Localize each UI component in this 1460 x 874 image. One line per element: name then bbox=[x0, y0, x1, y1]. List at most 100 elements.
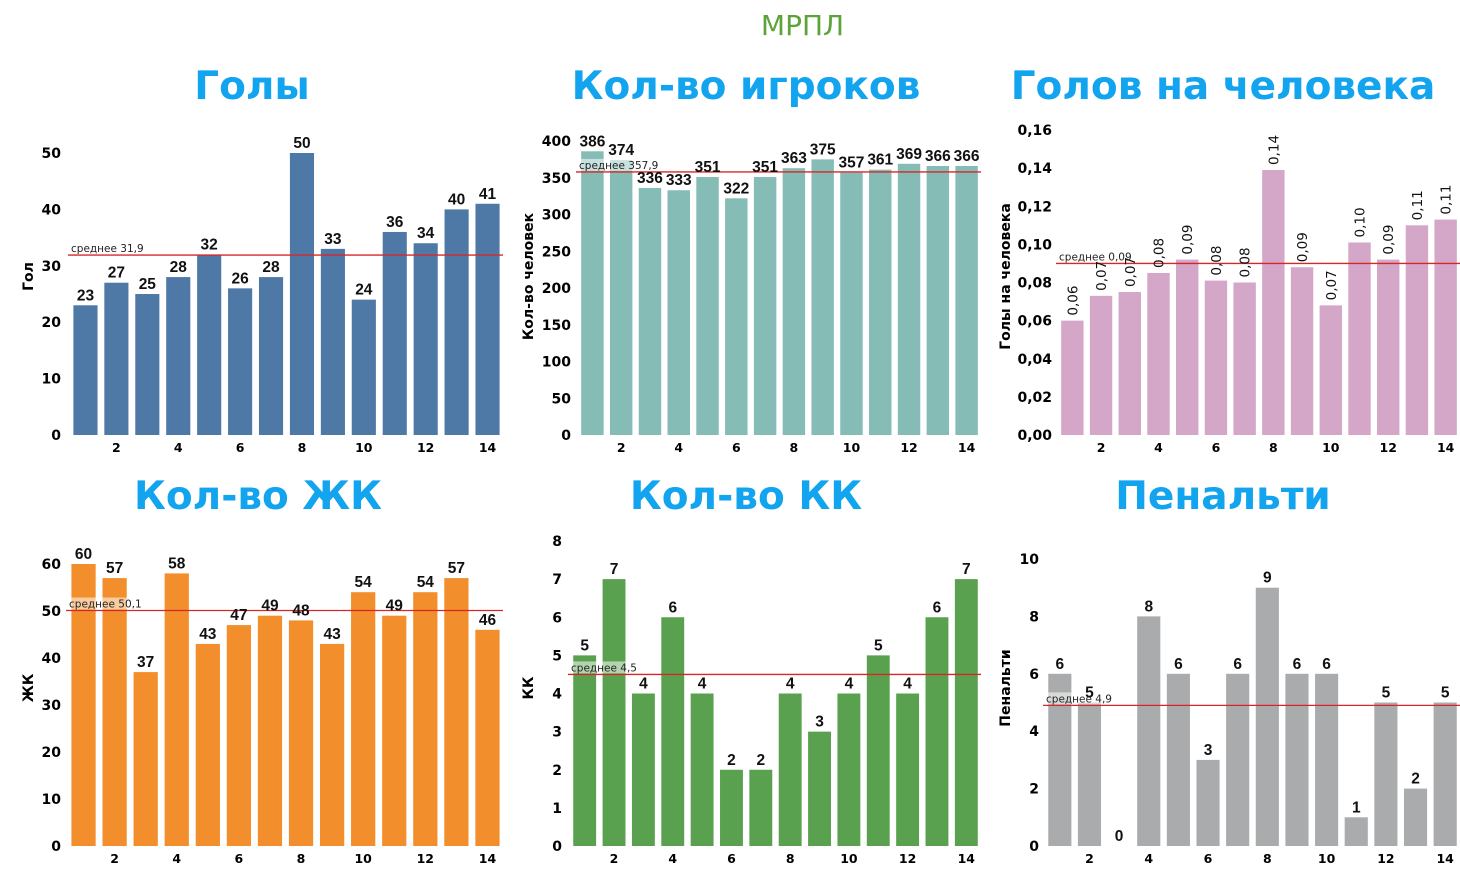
y-tick-label: 8 bbox=[1029, 609, 1039, 625]
bar bbox=[164, 573, 189, 846]
y-tick-label: 1 bbox=[552, 801, 562, 817]
y-tick-label: 50 bbox=[42, 146, 62, 162]
mean-label-bg bbox=[578, 158, 640, 171]
bar bbox=[840, 172, 863, 436]
bar-value-label: 23 bbox=[77, 287, 95, 304]
bar bbox=[667, 190, 690, 435]
bar-value-label: 9 bbox=[1263, 570, 1272, 587]
bar-value-label: 0,09 bbox=[1180, 225, 1196, 255]
bar bbox=[1255, 587, 1279, 846]
y-tick-label: 2 bbox=[552, 763, 562, 779]
bar-value-label: 363 bbox=[781, 150, 807, 167]
mean-label: среднее 50,1 bbox=[69, 599, 142, 611]
mean-label-bg bbox=[1058, 250, 1120, 263]
bar-value-label: 28 bbox=[170, 259, 188, 276]
bar-value-label: 0,08 bbox=[1238, 247, 1254, 277]
bar bbox=[351, 299, 376, 435]
y-axis-label: Гол bbox=[21, 262, 37, 291]
bar-value-label: 336 bbox=[637, 170, 663, 187]
bar bbox=[837, 693, 861, 846]
x-tick-label: 4 bbox=[674, 440, 683, 455]
y-tick-label: 0,16 bbox=[1017, 123, 1052, 139]
bar-value-label: 0,08 bbox=[1209, 246, 1225, 276]
x-tick-label: 6 bbox=[236, 440, 245, 455]
mean-label: среднее 4,5 bbox=[571, 662, 637, 674]
chart-title: Пенальти bbox=[1115, 474, 1331, 519]
bar-value-label: 58 bbox=[168, 555, 186, 572]
bar-value-label: 3 bbox=[815, 714, 824, 731]
bar-value-label: 28 bbox=[262, 259, 280, 276]
bar-value-label: 54 bbox=[355, 574, 373, 591]
y-tick-label: 5 bbox=[552, 648, 562, 664]
x-tick-label: 12 bbox=[1377, 851, 1394, 866]
x-tick-label: 8 bbox=[297, 851, 306, 866]
bar-value-label: 6 bbox=[668, 599, 677, 616]
y-tick-label: 20 bbox=[42, 315, 62, 331]
bar-value-label: 3 bbox=[1204, 742, 1213, 759]
chart-svg: Кол-во игроков Кол-во человек 0 50 100 150 200… bbox=[521, 64, 981, 455]
y-tick-label: 6 bbox=[1029, 667, 1039, 683]
bar bbox=[720, 769, 743, 846]
bar bbox=[661, 617, 685, 846]
mean-label-bg bbox=[70, 242, 132, 255]
bar-value-label: 351 bbox=[695, 159, 721, 176]
bar-value-label: 0,11 bbox=[1410, 190, 1426, 220]
y-tick-label: 30 bbox=[42, 259, 62, 275]
bar-value-label: 41 bbox=[479, 186, 497, 203]
x-tick-label: 12 bbox=[417, 440, 434, 455]
x-tick-label: 10 bbox=[840, 851, 858, 866]
bar bbox=[753, 177, 777, 435]
bar-value-label: 322 bbox=[723, 180, 749, 197]
bar bbox=[1226, 673, 1250, 846]
bar bbox=[257, 615, 283, 846]
y-tick-label: 250 bbox=[542, 244, 571, 260]
chart-panel-goals: Голы Гол 0 10 20 30 40 50 среднее 31,9 23 27 25 28 32… bbox=[0, 60, 510, 460]
y-tick-label: 6 bbox=[552, 610, 562, 626]
y-tick-label: 60 bbox=[42, 557, 62, 573]
x-tick-label: 6 bbox=[732, 440, 741, 455]
bar bbox=[725, 198, 748, 435]
bar-value-label: 2 bbox=[727, 752, 736, 769]
x-tick-label: 10 bbox=[355, 440, 373, 455]
bar-value-label: 357 bbox=[839, 155, 865, 172]
x-tick-label: 2 bbox=[1085, 851, 1094, 866]
bar bbox=[444, 209, 469, 435]
y-tick-label: 0,14 bbox=[1017, 161, 1052, 177]
bar-value-label: 7 bbox=[610, 561, 619, 578]
x-tick-label: 14 bbox=[479, 851, 497, 866]
chart-panel-penalties: Пенальти Пенальти 0 2 4 6 8 10 среднее 4,9 6 5 0 8 6 3… bbox=[990, 470, 1460, 874]
bar bbox=[104, 282, 129, 435]
x-tick-label: 6 bbox=[1212, 440, 1221, 455]
x-tick-label: 4 bbox=[172, 851, 181, 866]
mean-label: среднее 4,9 bbox=[1046, 693, 1112, 705]
bar bbox=[1262, 170, 1285, 435]
x-tick-label: 8 bbox=[1269, 440, 1278, 455]
mean-label: среднее 0,09 bbox=[1059, 251, 1132, 263]
bar bbox=[897, 163, 921, 435]
x-tick-label: 4 bbox=[668, 851, 677, 866]
bar-value-label: 7 bbox=[962, 561, 971, 578]
x-tick-label: 2 bbox=[1097, 440, 1106, 455]
x-tick-label: 12 bbox=[899, 851, 916, 866]
bar-value-label: 49 bbox=[261, 598, 279, 615]
chart-svg: Кол-во ЖК ЖК 0 10 20 30 40 50 60 среднее 50,1 60 57… bbox=[21, 474, 503, 866]
bar-value-label: 0,09 bbox=[1381, 225, 1397, 255]
bar-value-label: 5 bbox=[1085, 685, 1094, 702]
bar-value-label: 32 bbox=[201, 237, 218, 254]
bar bbox=[1048, 673, 1072, 846]
y-tick-label: 20 bbox=[42, 745, 62, 761]
x-tick-label: 12 bbox=[1380, 440, 1397, 455]
bar-value-label: 49 bbox=[386, 598, 404, 615]
bar bbox=[1377, 259, 1400, 435]
bar bbox=[925, 617, 949, 846]
bar-value-label: 351 bbox=[752, 159, 778, 176]
bar-value-label: 57 bbox=[106, 560, 123, 577]
y-tick-label: 0 bbox=[51, 428, 61, 444]
y-tick-label: 10 bbox=[42, 372, 62, 388]
x-tick-label: 4 bbox=[174, 440, 183, 455]
y-tick-label: 300 bbox=[542, 208, 571, 224]
bar bbox=[73, 305, 98, 435]
y-tick-label: 0 bbox=[561, 428, 571, 444]
